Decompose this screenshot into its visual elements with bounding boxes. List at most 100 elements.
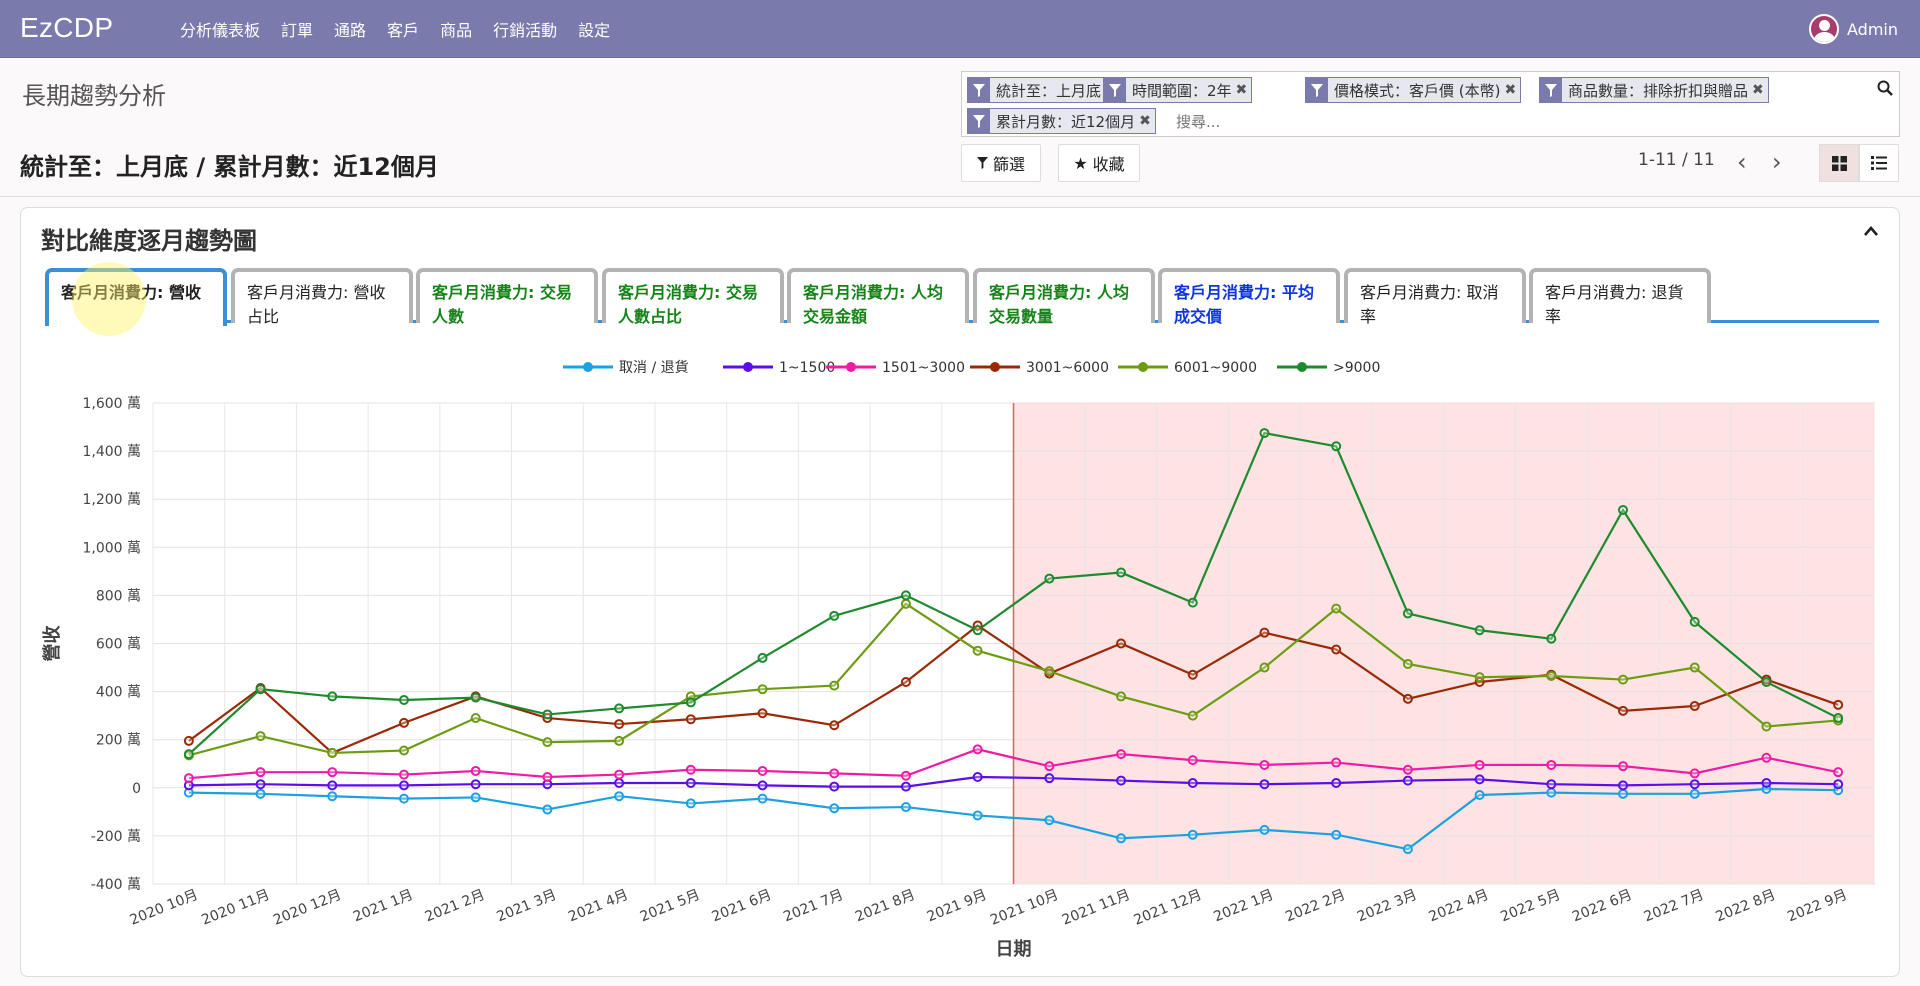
star-icon: ★	[1073, 153, 1088, 173]
x-tick-label: 2021 9月	[925, 887, 989, 925]
tab-avg-quantity[interactable]: 客戶月消費力: 人均 交易數量	[973, 268, 1155, 326]
series-line	[188, 775, 1839, 788]
favorites-button[interactable]: ★ 收藏	[1058, 144, 1140, 182]
data-point	[1689, 788, 1700, 799]
x-tick-label: 2022 2月	[1283, 887, 1347, 925]
search-facet[interactable]: 統計至：上月底 ✖	[967, 77, 1122, 103]
menu-item-settings[interactable]: 設定	[578, 21, 611, 40]
data-point	[1116, 638, 1127, 649]
x-tick-label: 2022 5月	[1498, 887, 1562, 925]
data-point	[398, 769, 409, 780]
data-point	[685, 777, 696, 788]
user-menu[interactable]: Admin	[1809, 12, 1898, 46]
menu-item-orders[interactable]: 訂單	[281, 21, 314, 40]
menu-item-marketing[interactable]: 行銷活動	[493, 21, 558, 40]
search-icon[interactable]	[1877, 80, 1893, 100]
data-point	[972, 810, 983, 821]
search-facet[interactable]: 價格模式：客戶價 (本幣) ✖	[1305, 77, 1522, 103]
data-point	[829, 781, 840, 792]
data-point	[398, 793, 409, 804]
menu-item-customers[interactable]: 客戶	[387, 21, 420, 40]
chevron-up-icon[interactable]	[1863, 222, 1879, 241]
data-point	[327, 791, 338, 802]
data-point	[1833, 699, 1844, 710]
x-tick-label: 2022 6月	[1570, 887, 1634, 925]
legend-label: 6001~9000	[1174, 360, 1257, 376]
data-point	[1689, 701, 1700, 712]
data-point	[470, 713, 481, 724]
tab-avg-amount[interactable]: 客戶月消費力: 人均 交易金額	[787, 268, 969, 326]
data-point	[255, 767, 266, 778]
y-tick-label: 0	[132, 781, 141, 797]
x-tick-label: 2021 5月	[638, 887, 702, 925]
menu-item-channels[interactable]: 通路	[334, 21, 367, 40]
pager-previous-icon[interactable]: ‹	[1737, 148, 1747, 176]
legend-marker	[1138, 362, 1148, 372]
data-point	[972, 771, 983, 782]
data-point	[1618, 505, 1629, 516]
legend-marker	[846, 362, 856, 372]
tab-buyer-share[interactable]: 客戶月消費力: 交易 人數占比	[602, 268, 784, 326]
remove-facet-icon[interactable]: ✖	[1504, 82, 1517, 98]
data-point	[757, 765, 768, 776]
x-tick-label: 2020 10月	[128, 887, 201, 929]
search-facet[interactable]: 商品數量：排除折扣與贈品 ✖	[1539, 77, 1769, 103]
data-point	[1187, 597, 1198, 608]
tab-revenue[interactable]: 客戶月消費力: 營收	[45, 268, 227, 326]
x-tick-label: 2022 9月	[1785, 887, 1849, 925]
data-point	[829, 720, 840, 731]
data-point	[829, 610, 840, 621]
y-tick-label: 800 萬	[96, 588, 141, 604]
search-input[interactable]	[1176, 109, 1776, 135]
data-point	[1689, 779, 1700, 790]
tab-return-rate[interactable]: 客戶月消費力: 退貨率	[1529, 268, 1711, 326]
data-point	[1474, 774, 1485, 785]
tab-avg-price[interactable]: 客戶月消費力: 平均 成交價	[1158, 268, 1340, 326]
pager-value[interactable]: 1-11 / 11	[1638, 150, 1715, 170]
x-tick-label: 2022 1月	[1212, 887, 1276, 925]
data-point	[1187, 829, 1198, 840]
data-point	[1331, 441, 1342, 452]
legend-label: 取消 / 退貨	[619, 359, 689, 376]
data-point	[183, 735, 194, 746]
data-point	[1546, 759, 1557, 770]
brand-logo[interactable]: EzCDP	[20, 12, 114, 43]
data-point	[1116, 775, 1127, 786]
data-point	[614, 703, 625, 714]
data-point	[1761, 721, 1772, 732]
data-point	[1761, 752, 1772, 763]
tab-buyer-count[interactable]: 客戶月消費力: 交易 人數	[416, 268, 598, 326]
data-point	[183, 773, 194, 784]
grid-view-button[interactable]	[1819, 144, 1859, 182]
main-menu: 分析儀表板 訂單 通路 客戶 商品 行銷活動 設定	[180, 0, 631, 58]
list-view-button[interactable]	[1859, 144, 1899, 182]
menu-item-dashboard[interactable]: 分析儀表板	[180, 21, 261, 40]
remove-facet-icon[interactable]: ✖	[1752, 82, 1764, 98]
data-point	[1116, 833, 1127, 844]
data-point	[1689, 662, 1700, 673]
filter-button-label: 篩選	[992, 155, 1025, 174]
tab-cancel-rate[interactable]: 客戶月消費力: 取消率	[1344, 268, 1526, 326]
data-point	[1044, 573, 1055, 584]
remove-facet-icon[interactable]: ✖	[1235, 82, 1248, 98]
menu-item-products[interactable]: 商品	[440, 21, 473, 40]
data-point	[542, 771, 553, 782]
x-tick-label: 2021 8月	[853, 887, 917, 925]
x-tick-label: 2021 12月	[1132, 887, 1205, 929]
data-point	[1402, 658, 1413, 669]
search-facet[interactable]: 時間範圍：2年 ✖	[1103, 77, 1253, 103]
data-point	[900, 802, 911, 813]
data-point	[972, 645, 983, 656]
data-point	[398, 717, 409, 728]
pager-next-icon[interactable]: ›	[1772, 148, 1782, 176]
filter-icon	[968, 109, 990, 133]
x-tick-label: 2020 11月	[199, 887, 272, 929]
tab-revenue-share[interactable]: 客戶月消費力: 營收 占比	[231, 268, 413, 326]
search-facet[interactable]: 累計月數：近12個月 ✖	[967, 108, 1156, 134]
data-point	[685, 798, 696, 809]
card-title: 對比維度逐月趨勢圖	[41, 227, 257, 255]
remove-facet-icon[interactable]: ✖	[1139, 113, 1151, 129]
data-point	[470, 765, 481, 776]
search-bar[interactable]: 統計至：上月底 ✖ 時間範圍：2年 ✖ 價格模式：客戶價 (本幣) ✖ 商品數量…	[961, 71, 1900, 137]
filter-button[interactable]: 篩選	[961, 144, 1041, 182]
